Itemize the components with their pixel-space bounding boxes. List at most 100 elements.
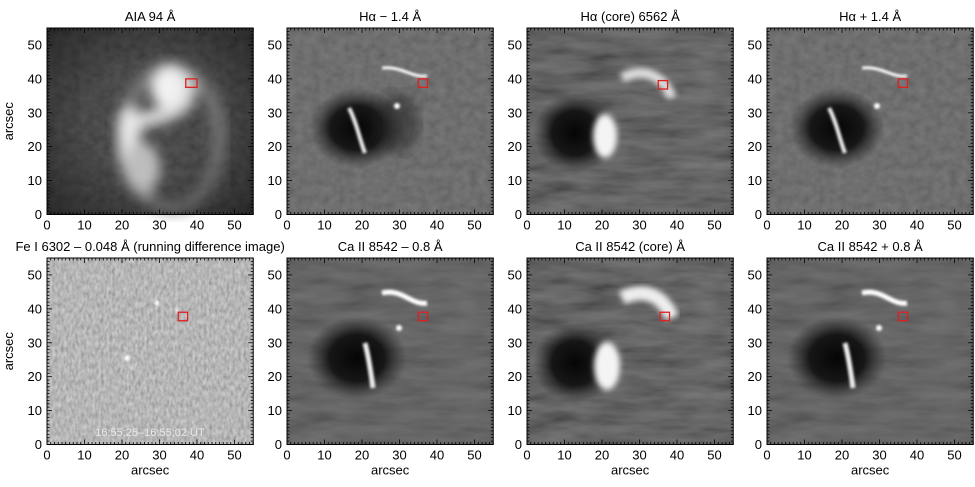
y-tick-label: 50 — [28, 37, 42, 52]
y-tick-label: 10 — [268, 173, 282, 188]
x-tick-label: 20 — [355, 448, 369, 463]
panel-4-frame — [766, 27, 974, 215]
panel-4-marker-box — [897, 78, 909, 88]
x-tick-label: 0 — [523, 218, 530, 233]
x-tick-label: 20 — [835, 218, 849, 233]
x-tick-label: 40 — [670, 218, 684, 233]
panel-2-title: Hα − 1.4 Å — [359, 9, 421, 24]
y-tick-label: 10 — [28, 403, 42, 418]
y-tick-label: 40 — [508, 71, 522, 86]
panel-8-axes: Ca II 8542 + 0.8 Å 0 10 20 30 40 50 0 10 20 30 40 50… — [748, 239, 974, 478]
panel-3-marker-box — [657, 79, 669, 90]
x-tick-label: 10 — [557, 218, 571, 233]
panel-2-marker-box — [417, 78, 429, 88]
y-tick-label: 0 — [275, 207, 282, 222]
panel-5-image — [47, 258, 254, 445]
panel-1-frame — [46, 27, 254, 215]
panel-2-axes: Hα − 1.4 Å 0 10 20 30 40 50 0 10 20 30 40 50 — [268, 9, 494, 233]
y-tick-label: 40 — [268, 301, 282, 316]
panel-5-marker-box — [177, 311, 189, 322]
x-tick-label: 40 — [190, 448, 204, 463]
y-tick-label: 20 — [268, 139, 282, 154]
x-axis-label: arcsec — [611, 463, 650, 478]
y-tick-label: 20 — [508, 369, 522, 384]
x-tick-label: 30 — [872, 448, 886, 463]
panel-7-image — [527, 258, 734, 445]
panel-7-title: Ca II 8542 (core) Å — [575, 239, 685, 254]
x-tick-label: 30 — [152, 218, 166, 233]
y-tick-label: 30 — [508, 105, 522, 120]
x-tick-label: 30 — [632, 448, 646, 463]
y-tick-label: 40 — [748, 301, 762, 316]
x-tick-label: 30 — [392, 448, 406, 463]
y-tick-label: 10 — [28, 173, 42, 188]
y-tick-label: 10 — [508, 173, 522, 188]
y-tick-label: 20 — [28, 139, 42, 154]
y-tick-label: 10 — [508, 403, 522, 418]
x-tick-label: 40 — [910, 218, 924, 233]
x-tick-label: 40 — [670, 448, 684, 463]
panel-3-image — [527, 28, 734, 215]
x-tick-label: 40 — [910, 448, 924, 463]
x-tick-label: 30 — [872, 218, 886, 233]
y-tick-label: 0 — [515, 207, 522, 222]
x-tick-label: 0 — [43, 218, 50, 233]
panel-5-timestamp: 16:55:25–16:55:02 UT — [95, 427, 205, 439]
panel-5-title: Fe I 6302 – 0.048 Å (running difference … — [15, 239, 284, 254]
x-tick-label: 10 — [317, 218, 331, 233]
panel-1-title: AIA 94 Å — [125, 9, 176, 24]
x-axis-label: arcsec — [851, 463, 890, 478]
y-tick-label: 10 — [268, 403, 282, 418]
y-tick-label: 30 — [748, 335, 762, 350]
x-tick-label: 10 — [77, 218, 91, 233]
y-tick-label: 30 — [748, 105, 762, 120]
x-tick-label: 50 — [707, 448, 721, 463]
x-tick-label: 50 — [707, 218, 721, 233]
panel-7-frame — [526, 257, 734, 445]
panel-2-image — [287, 28, 494, 215]
x-tick-label: 40 — [430, 448, 444, 463]
panel-2-frame — [286, 27, 494, 215]
y-tick-label: 20 — [748, 369, 762, 384]
x-tick-label: 0 — [43, 448, 50, 463]
panel-1-marker-box — [185, 78, 198, 88]
panel-3-axes: Hα (core) 6562 Å 0 10 20 30 40 50 0 10 20 30 40 50 — [508, 9, 734, 233]
y-tick-label: 10 — [748, 403, 762, 418]
y-tick-label: 30 — [28, 335, 42, 350]
y-tick-label: 0 — [275, 437, 282, 452]
x-tick-label: 50 — [467, 448, 481, 463]
y-axis-label: arcsec — [1, 332, 16, 371]
y-tick-label: 50 — [268, 37, 282, 52]
panel-1-axes: AIA 94 Å 0 10 20 30 40 50 0 10 20 30 40 50 arcsec — [1, 9, 254, 233]
y-axis-label: arcsec — [1, 102, 16, 141]
x-tick-label: 10 — [797, 448, 811, 463]
x-tick-label: 0 — [763, 218, 770, 233]
panel-5-frame — [46, 257, 254, 445]
panel-6-marker-box — [417, 311, 429, 322]
axes-layer: AIA 94 Å 0 10 20 30 40 50 0 10 20 30 40 50 arcsec Hα −… — [1, 9, 974, 478]
panel-8-image — [767, 258, 974, 445]
y-tick-label: 40 — [28, 71, 42, 86]
y-tick-label: 50 — [508, 267, 522, 282]
x-tick-label: 30 — [392, 218, 406, 233]
y-tick-label: 20 — [268, 369, 282, 384]
x-tick-label: 20 — [115, 448, 129, 463]
y-tick-label: 20 — [28, 369, 42, 384]
x-tick-label: 20 — [115, 218, 129, 233]
y-tick-label: 40 — [748, 71, 762, 86]
y-tick-label: 40 — [268, 71, 282, 86]
panel-8-frame — [766, 257, 974, 445]
x-axis-label: arcsec — [131, 463, 170, 478]
x-tick-label: 20 — [835, 448, 849, 463]
panel-8-title: Ca II 8542 + 0.8 Å — [818, 239, 923, 254]
y-tick-label: 50 — [268, 267, 282, 282]
x-tick-label: 10 — [557, 448, 571, 463]
x-tick-label: 50 — [227, 448, 241, 463]
x-tick-label: 30 — [152, 448, 166, 463]
x-tick-label: 40 — [430, 218, 444, 233]
y-tick-label: 30 — [268, 105, 282, 120]
y-tick-label: 0 — [35, 207, 42, 222]
panel-1-image — [47, 28, 254, 215]
y-tick-label: 40 — [28, 301, 42, 316]
